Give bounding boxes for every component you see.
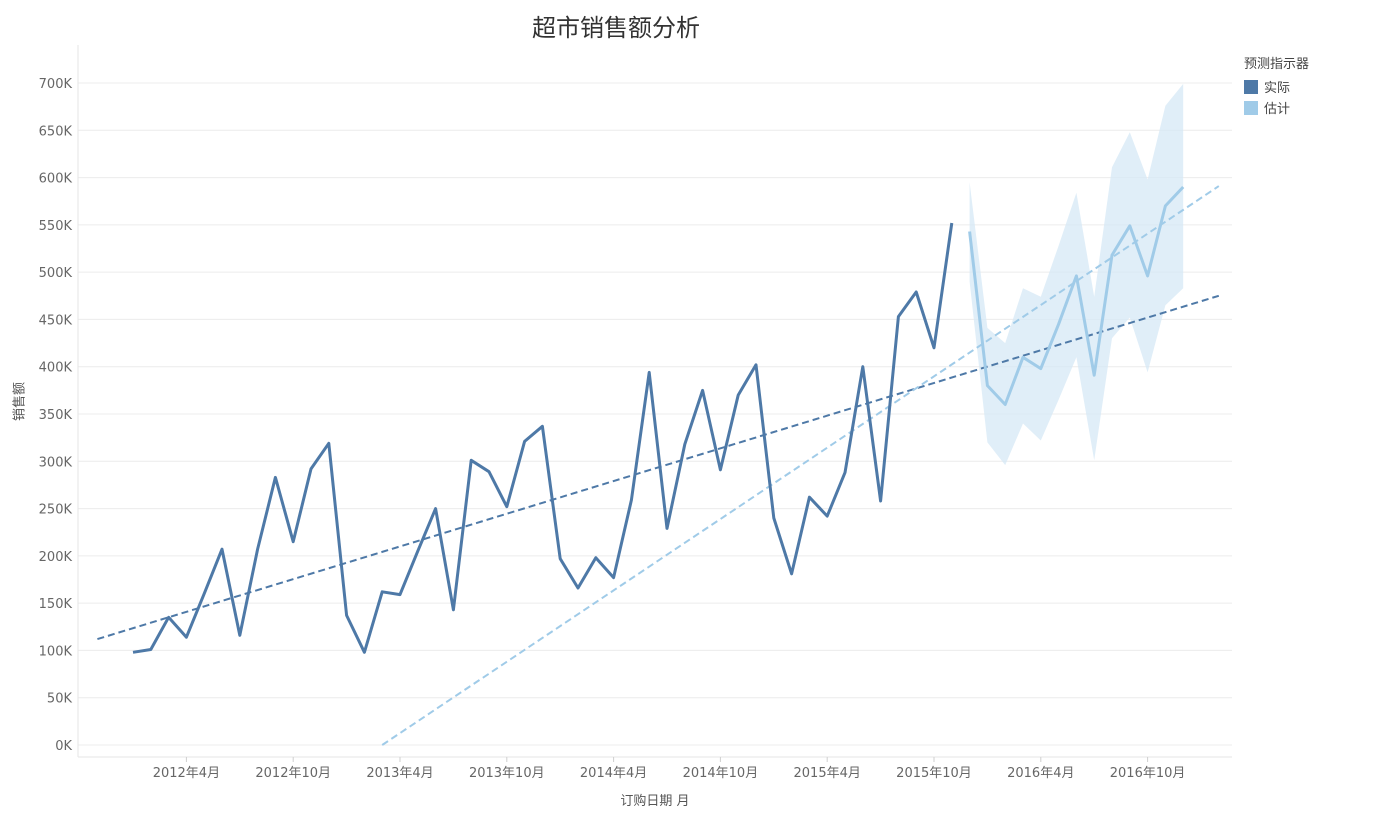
y-tick-label: 550K: [39, 219, 73, 234]
y-tick-label: 100K: [39, 644, 73, 659]
y-tick-label: 150K: [39, 597, 73, 612]
x-tick-label: 2012年4月: [153, 766, 220, 781]
legend-item-estimate[interactable]: 估计: [1244, 97, 1309, 118]
x-tick-label: 2012年10月: [255, 766, 331, 781]
x-tick-label: 2015年4月: [794, 766, 861, 781]
chart-title: 超市销售额分析: [532, 14, 700, 42]
x-tick-label: 2015年10月: [896, 766, 972, 781]
series-line-estimate: [968, 185, 1185, 406]
trend-line-estimate: [381, 185, 1220, 746]
x-tick-label: 2014年10月: [683, 766, 759, 781]
x-tick-label: 2016年4月: [1007, 766, 1074, 781]
y-tick-label: 600K: [39, 172, 73, 187]
y-tick-label: 250K: [39, 503, 73, 518]
legend-swatch-estimate: [1244, 100, 1258, 115]
y-tick-label: 50K: [47, 692, 73, 707]
y-tick-label: 200K: [39, 550, 73, 565]
x-tick-label: 2016年10月: [1110, 766, 1186, 781]
y-tick-label: 350K: [39, 408, 73, 423]
y-tick-label: 300K: [39, 455, 73, 470]
series-line-actual: [132, 222, 954, 654]
legend-title: 预测指示器: [1244, 57, 1310, 72]
legend: 预测指示器 实际 估计: [1244, 53, 1309, 118]
y-tick-label: 500K: [39, 266, 73, 281]
x-axis-label: 订购日期 月: [620, 794, 690, 809]
legend-label-actual: 实际: [1264, 81, 1291, 96]
y-tick-label: 700K: [39, 77, 73, 92]
y-tick-label: 450K: [39, 313, 73, 328]
x-tick-label: 2013年4月: [366, 766, 433, 781]
legend-swatch-actual: [1244, 79, 1258, 94]
legend-label-estimate: 估计: [1264, 102, 1291, 117]
y-tick-label: 0K: [55, 739, 72, 754]
y-tick-label: 650K: [39, 124, 73, 139]
x-tick-label: 2013年10月: [469, 766, 545, 781]
legend-item-actual[interactable]: 实际: [1244, 76, 1309, 97]
trend-line-actual: [97, 294, 1220, 641]
y-tick-label: 400K: [39, 361, 73, 376]
x-tick-label: 2014年4月: [580, 766, 647, 781]
